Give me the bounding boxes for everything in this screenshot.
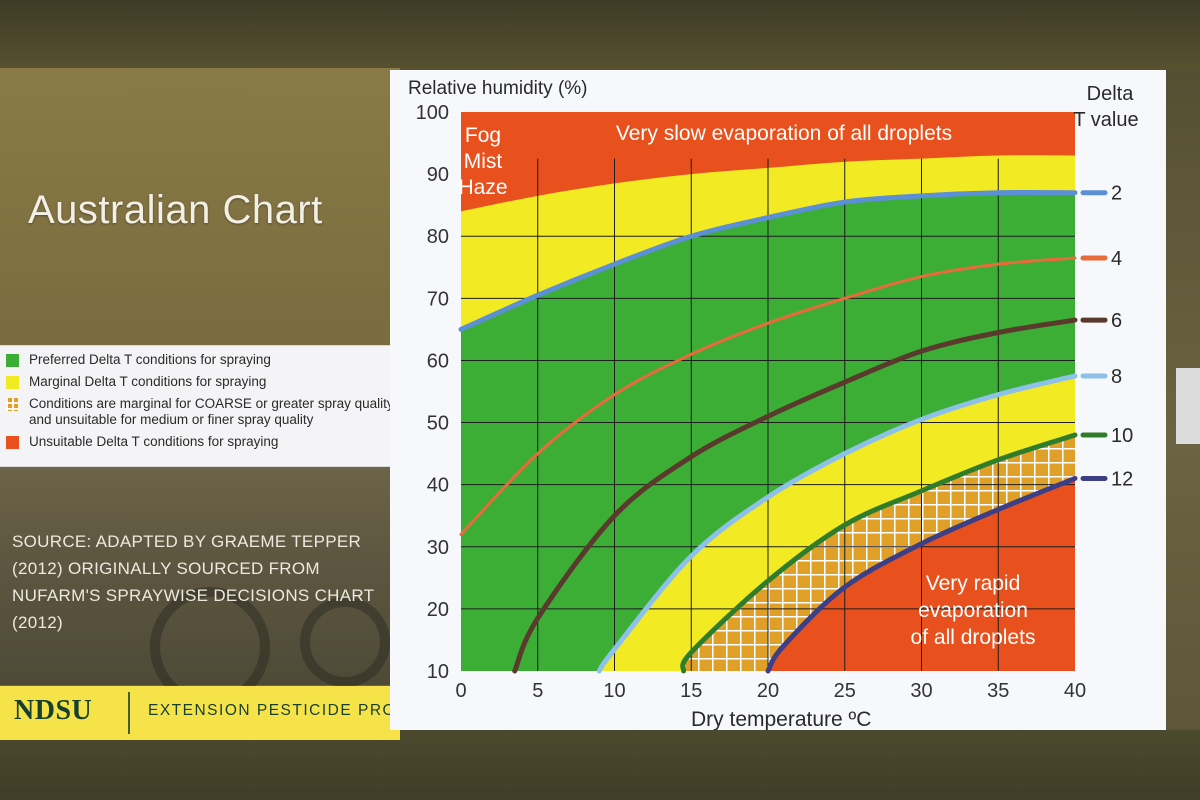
footer-divider [128, 692, 130, 734]
tractor-wheel-shape [300, 597, 390, 687]
delta-t-legend-title: Delta [1087, 83, 1135, 105]
legend-value-4: 4 [1111, 248, 1122, 270]
background-photo [0, 467, 400, 707]
legend-swatch-unsuitable [6, 436, 19, 449]
delta-t-legend-title-line2: T value [1073, 109, 1138, 131]
footer-band [0, 686, 400, 740]
legend-swatch-preferred [6, 354, 19, 367]
legend-label: Unsuitable Delta T conditions for sprayi… [29, 434, 279, 449]
y-tick-label: 100 [416, 102, 449, 124]
region-coarse-marginal [682, 434, 1075, 671]
chart-panel: 10 20 30 40 50 60 70 80 90 100 0 5 10 15 20 25 30 35 40 Rel… [390, 70, 1166, 731]
x-tick-label: 15 [680, 680, 702, 702]
region-label-fog: Fog [465, 124, 501, 147]
legend-value-8: 8 [1111, 366, 1122, 388]
legend-item-unsuitable: Unsuitable Delta T conditions for sprayi… [6, 434, 400, 450]
legend-label-line2: and unsuitable for medium or finer spray… [29, 412, 314, 427]
y-tick-label: 20 [427, 599, 449, 621]
legend-swatch-marginal [6, 376, 19, 389]
legend-label: Preferred Delta T conditions for sprayin… [29, 352, 271, 367]
wall-bottom [0, 730, 1200, 800]
legend-value-2: 2 [1111, 183, 1122, 205]
adjacent-screen-edge [1176, 368, 1200, 444]
legend-swatch-checker [6, 398, 19, 411]
region-label-slow: Very slow evaporation of all droplets [616, 122, 952, 145]
legend-label: Marginal Delta T conditions for spraying [29, 374, 267, 389]
legend-label: Conditions are marginal for COARSE or gr… [29, 396, 394, 411]
y-tick-label: 30 [427, 537, 449, 559]
legend-value-6: 6 [1111, 310, 1122, 332]
legend-item-preferred: Preferred Delta T conditions for sprayin… [6, 352, 400, 368]
y-axis-label: Relative humidity (%) [408, 78, 588, 99]
x-tick-label: 10 [603, 680, 625, 702]
region-label-rapid: of all droplets [911, 626, 1036, 649]
y-tick-label: 80 [427, 226, 449, 248]
legend-label-wrap: Conditions are marginal for COARSE or gr… [29, 396, 394, 428]
slide-title: Australian Chart [28, 188, 323, 232]
region-label-rapid: evaporation [918, 599, 1028, 622]
y-tick-label: 90 [427, 164, 449, 186]
x-tick-label: 40 [1064, 680, 1086, 702]
delta-t-line-10 [680, 432, 1078, 674]
delta-t-line-8 [596, 373, 1078, 674]
ndsu-logo: NDSU [14, 695, 93, 726]
x-tick-label: 35 [987, 680, 1009, 702]
y-tick-label: 40 [427, 475, 449, 497]
footer-program-name: EXTENSION PESTICIDE PROGRAM [148, 702, 396, 719]
legend-box: Preferred Delta T conditions for sprayin… [0, 345, 400, 467]
x-tick-label: 25 [834, 680, 856, 702]
region-label-rapid: Very rapid [926, 572, 1021, 595]
delta-t-line-4 [459, 256, 1077, 536]
legend-item-marginal: Marginal Delta T conditions for spraying [6, 374, 400, 390]
region-label-fog: Haze [458, 176, 507, 199]
x-tick-label: 5 [532, 680, 543, 702]
source-citation: SOURCE: ADAPTED BY GRAEME TEPPER (2012) … [12, 532, 375, 632]
delta-t-line-2 [458, 190, 1078, 332]
region-label-fog: Mist [464, 150, 503, 173]
x-tick-label: 20 [757, 680, 779, 702]
delta-t-chart: 10 20 30 40 50 60 70 80 90 100 0 5 10 15 20 25 30 35 40 Rel… [408, 78, 1139, 731]
legend-item-coarse: Conditions are marginal for COARSE or gr… [6, 396, 400, 428]
y-tick-label: 70 [427, 288, 449, 310]
x-axis-label: Dry temperature ºC [691, 708, 871, 730]
y-tick-label: 60 [427, 350, 449, 372]
delta-t-line-12 [765, 475, 1078, 674]
x-tick-label: 30 [910, 680, 932, 702]
x-tick-label: 0 [455, 680, 466, 702]
wall-top [0, 0, 1200, 70]
y-tick-label: 50 [427, 413, 449, 435]
legend-value-12: 12 [1111, 468, 1133, 490]
y-tick-label: 10 [427, 661, 449, 683]
legend-value-10: 10 [1111, 425, 1133, 447]
delta-t-line-6 [512, 317, 1078, 674]
